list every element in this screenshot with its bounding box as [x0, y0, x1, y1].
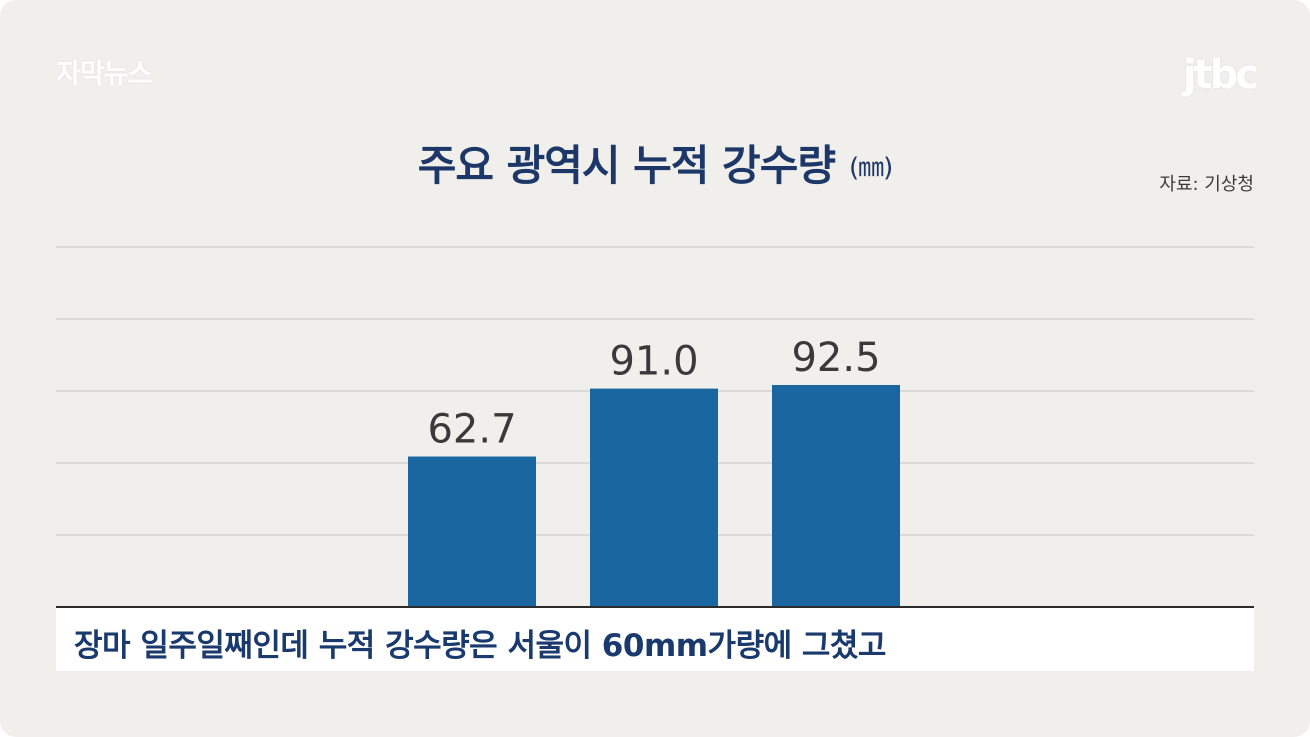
caption-bar: 장마 일주일째인데 누적 강수량은 서울이 60mm가량에 그쳤고 [56, 608, 1254, 671]
jtbc-logo: jtbc [1182, 52, 1259, 98]
bar [772, 385, 900, 607]
bar [590, 388, 718, 607]
chart-unit: (㎜) [848, 153, 893, 183]
program-brand: 자막뉴스 [56, 59, 152, 90]
bar-value-label: 91.0 [609, 339, 698, 385]
data-source: 자료: 기상청 [1159, 174, 1254, 195]
bar-value-label: 62.7 [427, 407, 516, 453]
chart-title: 주요 광역시 누적 강수량 [417, 141, 836, 190]
bar [408, 456, 536, 607]
chart-title-block: 주요 광역시 누적 강수량 (㎜) [0, 132, 1310, 193]
caption-text: 장마 일주일째인데 누적 강수량은 서울이 60mm가량에 그쳤고 [74, 628, 886, 664]
bar-value-label: 92.5 [791, 335, 880, 381]
